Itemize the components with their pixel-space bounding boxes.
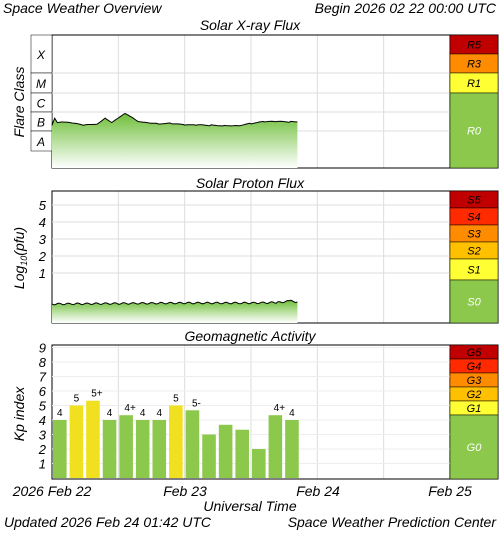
kp-y-tick: 8 [39, 355, 47, 370]
kp-bar [69, 405, 84, 478]
x-tick-feb22: 2026 Feb 22 [12, 483, 92, 499]
proton-scale-label: S2 [467, 246, 480, 258]
proton-ylabel-rest: (pfu) [11, 227, 27, 256]
kp-bar [252, 449, 266, 478]
proton-y-tick: 4 [39, 215, 46, 230]
xray-scale-label: R0 [467, 126, 482, 138]
proton-y-tick: 2 [38, 249, 47, 264]
kp-scale-label: G0 [467, 442, 483, 454]
kp-bar [218, 424, 233, 478]
kp-scale-label: G5 [467, 347, 483, 359]
kp-y-tick: 5 [39, 399, 47, 414]
kp-bar [268, 415, 283, 478]
kp-bar-label: 5+ [91, 389, 103, 400]
kp-bar-label: 4+ [274, 403, 286, 414]
kp-bar-label: 4 [140, 408, 146, 419]
begin-time: Begin 2026 02 22 00:00 UTC [314, 0, 496, 16]
proton-flux-line [51, 299, 298, 306]
proton-scale-label: S4 [467, 212, 480, 224]
proton-ylabel-sub: 10 [19, 256, 29, 266]
kp-scale-label: G4 [467, 361, 482, 373]
kp-y-tick: 6 [39, 384, 47, 399]
proton-flux-area [52, 300, 298, 323]
kp-y-tick: 2 [38, 442, 47, 457]
proton-scale-s0 [449, 279, 499, 324]
xray-scale-label: R1 [467, 78, 481, 90]
kp-bar-label: 5 [173, 394, 179, 405]
kp-y-tick: 7 [39, 370, 47, 385]
kp-y-tick: 9 [39, 341, 46, 356]
kp-bar [152, 420, 167, 478]
x-axis-label: Universal Time [203, 498, 296, 514]
proton-ylabel: Log10(pfu) [11, 227, 29, 289]
kp-bar-label: 5- [192, 398, 201, 409]
kp-bar-label: 4 [157, 408, 163, 419]
xray-scale-label: R3 [467, 59, 482, 71]
kp-scale-label: G3 [467, 375, 483, 387]
kp-bar [119, 415, 133, 478]
proton-y-tick: 1 [39, 266, 46, 281]
x-tick-feb23: Feb 23 [163, 483, 207, 499]
kp-bar [235, 429, 249, 478]
xray-y-tick: X [36, 48, 46, 62]
xray-title: Solar X-ray Flux [200, 17, 301, 33]
xray-scale-label: R5 [467, 40, 482, 52]
proton-panel: 5 4 3 2 1 S5 S4 S3 S2 S1 S0 [38, 190, 499, 324]
updated-time: Updated 2026 Feb 24 01:42 UTC [4, 514, 212, 530]
xray-flux-area [52, 113, 298, 168]
proton-scale-label: S5 [467, 195, 481, 207]
kp-bar-label: 4 [57, 408, 63, 419]
kp-bar [53, 420, 67, 478]
kp-bar [202, 434, 216, 478]
xray-scale-r0 [449, 92, 499, 169]
kp-bar-label: 5 [74, 394, 80, 405]
kp-bar-label: 4 [289, 408, 295, 419]
kp-y-tick: 4 [39, 413, 46, 428]
proton-scale-label: S3 [467, 229, 481, 241]
xray-y-tick: M [36, 77, 46, 91]
xray-y-tick: B [37, 116, 45, 130]
proton-scale-label: S1 [467, 265, 480, 277]
geomag-title: Geomagnetic Activity [185, 328, 317, 344]
kp-scale-g0 [449, 414, 499, 480]
x-tick-feb24: Feb 24 [296, 483, 340, 499]
credit-text: Space Weather Prediction Center [287, 514, 496, 530]
xray-flux-line [51, 112, 298, 127]
xray-y-tick: C [37, 97, 46, 111]
kp-scale-label: G2 [467, 389, 482, 401]
kp-bar-label: 4+ [124, 403, 136, 414]
x-tick-feb25: Feb 25 [428, 483, 472, 499]
kp-bar-label: 4 [107, 408, 113, 419]
xray-y-tick: A [36, 135, 45, 149]
kp-bar [185, 410, 200, 478]
kp-bar [135, 420, 150, 478]
proton-scale-label: S0 [467, 297, 481, 309]
kp-bar [86, 400, 100, 478]
proton-y-tick: 3 [39, 232, 47, 247]
kp-ylabel: Kp index [11, 386, 27, 441]
app-title: Space Weather Overview [3, 0, 162, 16]
kp-y-tick: 3 [39, 428, 47, 443]
kp-scale-label: G1 [467, 403, 482, 415]
proton-ylabel-main: Log [11, 266, 27, 290]
xray-ylabel: Flare Class [11, 67, 27, 138]
proton-title: Solar Proton Flux [196, 175, 305, 191]
kp-bar [285, 420, 299, 478]
proton-y-tick: 5 [39, 198, 47, 213]
kp-bar [102, 420, 117, 478]
kp-bar [169, 405, 183, 478]
kp-y-tick: 1 [39, 457, 46, 472]
